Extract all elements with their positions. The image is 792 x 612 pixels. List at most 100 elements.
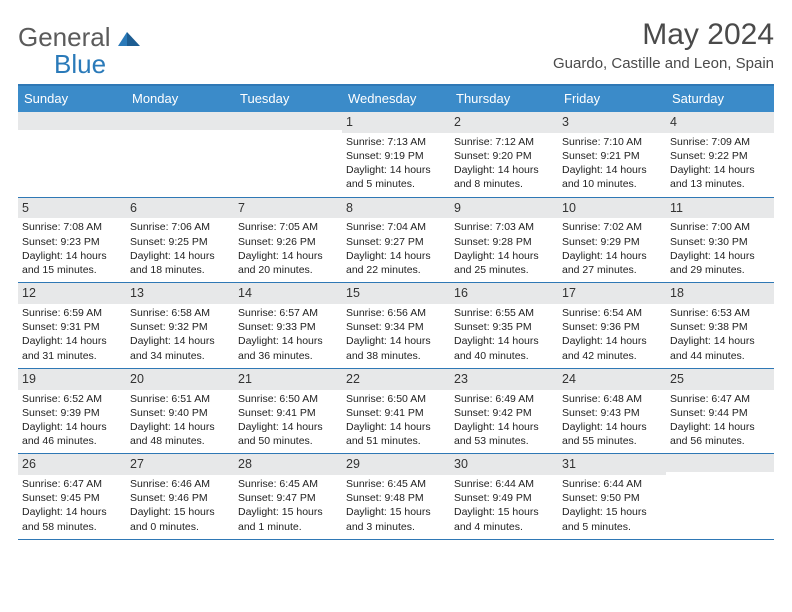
day-number: 3 bbox=[562, 115, 569, 129]
sun-info-line: Sunrise: 6:51 AM bbox=[130, 392, 230, 406]
day-number: 22 bbox=[346, 372, 360, 386]
sun-info-line: Sunset: 9:21 PM bbox=[562, 149, 662, 163]
day-number-row: 26 bbox=[18, 454, 126, 475]
weekday-header-row: Sunday Monday Tuesday Wednesday Thursday… bbox=[18, 86, 774, 112]
day-number: 7 bbox=[238, 201, 245, 215]
sun-info-line: Sunset: 9:23 PM bbox=[22, 235, 122, 249]
day-number-row: 30 bbox=[450, 454, 558, 475]
logo-triangle-icon bbox=[118, 33, 140, 50]
day-cell: 12Sunrise: 6:59 AMSunset: 9:31 PMDayligh… bbox=[18, 283, 126, 368]
sun-info-line: Sunset: 9:47 PM bbox=[238, 491, 338, 505]
sun-info-line: Sunset: 9:20 PM bbox=[454, 149, 554, 163]
day-number-row: 17 bbox=[558, 283, 666, 304]
week-row: 19Sunrise: 6:52 AMSunset: 9:39 PMDayligh… bbox=[18, 369, 774, 455]
sun-info-line: Sunrise: 7:00 AM bbox=[670, 220, 770, 234]
sun-info-line: Sunrise: 6:48 AM bbox=[562, 392, 662, 406]
sun-info-line: Sunrise: 7:09 AM bbox=[670, 135, 770, 149]
day-cell: 5 Sunrise: 7:08 AMSunset: 9:23 PMDaylight… bbox=[18, 198, 126, 283]
day-number: 12 bbox=[22, 286, 36, 300]
day-cell bbox=[666, 454, 774, 539]
sun-info-line: Sunrise: 6:45 AM bbox=[238, 477, 338, 491]
day-cell: 19Sunrise: 6:52 AMSunset: 9:39 PMDayligh… bbox=[18, 369, 126, 454]
day-number-row: 5 bbox=[18, 198, 126, 219]
day-number-row: 25 bbox=[666, 369, 774, 390]
month-title: May 2024 bbox=[553, 18, 774, 51]
day-cell: 4Sunrise: 7:09 AMSunset: 9:22 PMDaylight… bbox=[666, 112, 774, 197]
weekday-header: Wednesday bbox=[342, 86, 450, 112]
header: General Blue May 2024 Guardo, Castille a… bbox=[18, 18, 774, 78]
day-number-row: 24 bbox=[558, 369, 666, 390]
day-number-row: 13 bbox=[126, 283, 234, 304]
day-number: 29 bbox=[346, 457, 360, 471]
day-number-row: 18 bbox=[666, 283, 774, 304]
sun-info-line: Sunset: 9:25 PM bbox=[130, 235, 230, 249]
sun-info-line: Sunrise: 6:44 AM bbox=[562, 477, 662, 491]
sun-info-line: Sunset: 9:30 PM bbox=[670, 235, 770, 249]
sun-info-line: Sunrise: 6:59 AM bbox=[22, 306, 122, 320]
day-number: 18 bbox=[670, 286, 684, 300]
day-number-row: 14 bbox=[234, 283, 342, 304]
day-number-row: 10 bbox=[558, 198, 666, 219]
sun-info-line: Sunset: 9:34 PM bbox=[346, 320, 446, 334]
day-cell: 24Sunrise: 6:48 AMSunset: 9:43 PMDayligh… bbox=[558, 369, 666, 454]
sun-info-line: Sunset: 9:48 PM bbox=[346, 491, 446, 505]
sun-info-line: Sunrise: 6:58 AM bbox=[130, 306, 230, 320]
sun-info-line: Sunrise: 7:02 AM bbox=[562, 220, 662, 234]
sun-info-line: Sunrise: 6:45 AM bbox=[346, 477, 446, 491]
sun-info-line: Sunrise: 6:53 AM bbox=[670, 306, 770, 320]
sun-info-line: Daylight: 14 hours and 46 minutes. bbox=[22, 420, 122, 448]
sun-info-line: Sunrise: 6:47 AM bbox=[670, 392, 770, 406]
week-row: 5Sunrise: 7:08 AMSunset: 9:23 PMDaylight… bbox=[18, 198, 774, 284]
sun-info-line: Daylight: 14 hours and 27 minutes. bbox=[562, 249, 662, 277]
sun-info-line: Daylight: 14 hours and 18 minutes. bbox=[130, 249, 230, 277]
day-cell: 22Sunrise: 6:50 AMSunset: 9:41 PMDayligh… bbox=[342, 369, 450, 454]
sun-info-line: Sunrise: 6:52 AM bbox=[22, 392, 122, 406]
day-number: 31 bbox=[562, 457, 576, 471]
day-number-row: 6 bbox=[126, 198, 234, 219]
day-number-row: 16 bbox=[450, 283, 558, 304]
day-number-row: 28 bbox=[234, 454, 342, 475]
sun-info-line: Daylight: 14 hours and 15 minutes. bbox=[22, 249, 122, 277]
sun-info-line: Daylight: 15 hours and 5 minutes. bbox=[562, 505, 662, 533]
day-number-row: 15 bbox=[342, 283, 450, 304]
day-number: 5 bbox=[22, 201, 29, 215]
sun-info-line: Sunrise: 6:54 AM bbox=[562, 306, 662, 320]
day-number-row: 12 bbox=[18, 283, 126, 304]
day-number-row-empty bbox=[234, 112, 342, 130]
day-cell: 26Sunrise: 6:47 AMSunset: 9:45 PMDayligh… bbox=[18, 454, 126, 539]
day-cell: 16Sunrise: 6:55 AMSunset: 9:35 PMDayligh… bbox=[450, 283, 558, 368]
sun-info-line: Daylight: 14 hours and 40 minutes. bbox=[454, 334, 554, 362]
sun-info-line: Sunset: 9:32 PM bbox=[130, 320, 230, 334]
sun-info-line: Daylight: 14 hours and 36 minutes. bbox=[238, 334, 338, 362]
week-row: 26Sunrise: 6:47 AMSunset: 9:45 PMDayligh… bbox=[18, 454, 774, 540]
sun-info-line: Sunrise: 6:50 AM bbox=[346, 392, 446, 406]
sun-info-line: Sunset: 9:44 PM bbox=[670, 406, 770, 420]
logo-text-part2: Blue bbox=[18, 49, 106, 79]
sun-info-line: Sunset: 9:33 PM bbox=[238, 320, 338, 334]
weekday-header: Sunday bbox=[18, 86, 126, 112]
day-number-row: 4 bbox=[666, 112, 774, 133]
sun-info-line: Daylight: 14 hours and 50 minutes. bbox=[238, 420, 338, 448]
day-number: 2 bbox=[454, 115, 461, 129]
day-cell bbox=[18, 112, 126, 197]
sun-info-line: Sunrise: 6:44 AM bbox=[454, 477, 554, 491]
sun-info-line: Sunrise: 7:03 AM bbox=[454, 220, 554, 234]
day-number-row: 7 bbox=[234, 198, 342, 219]
sun-info-line: Sunrise: 7:13 AM bbox=[346, 135, 446, 149]
day-number-row-empty bbox=[18, 112, 126, 130]
sun-info-line: Sunrise: 7:04 AM bbox=[346, 220, 446, 234]
sun-info-line: Daylight: 14 hours and 51 minutes. bbox=[346, 420, 446, 448]
day-cell: 31Sunrise: 6:44 AMSunset: 9:50 PMDayligh… bbox=[558, 454, 666, 539]
day-number: 1 bbox=[346, 115, 353, 129]
sun-info-line: Sunrise: 6:50 AM bbox=[238, 392, 338, 406]
day-cell: 11Sunrise: 7:00 AMSunset: 9:30 PMDayligh… bbox=[666, 198, 774, 283]
sun-info-line: Daylight: 14 hours and 25 minutes. bbox=[454, 249, 554, 277]
location: Guardo, Castille and Leon, Spain bbox=[553, 55, 774, 72]
day-cell: 30Sunrise: 6:44 AMSunset: 9:49 PMDayligh… bbox=[450, 454, 558, 539]
day-number-row: 19 bbox=[18, 369, 126, 390]
day-number-row: 21 bbox=[234, 369, 342, 390]
day-number: 19 bbox=[22, 372, 36, 386]
weekday-header: Tuesday bbox=[234, 86, 342, 112]
day-number-row: 31 bbox=[558, 454, 666, 475]
sun-info-line: Sunrise: 7:08 AM bbox=[22, 220, 122, 234]
